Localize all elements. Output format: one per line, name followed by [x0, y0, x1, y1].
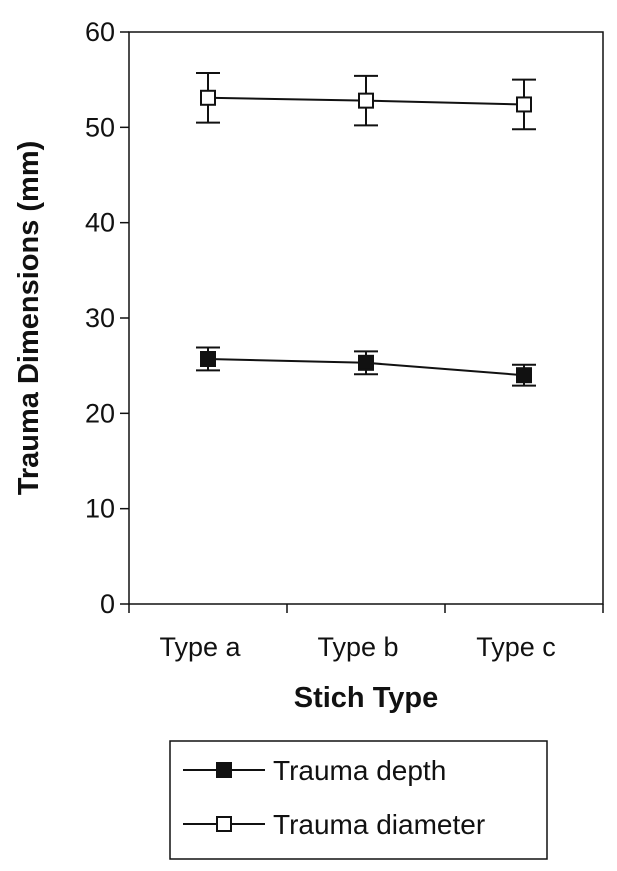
y-tick-label: 40: [85, 208, 115, 238]
data-point: [516, 96, 532, 113]
legend: Trauma depth Trauma diameter: [169, 740, 548, 860]
y-tick-label: 50: [85, 112, 115, 142]
data-point: [200, 350, 216, 367]
x-tick-label: Type a: [159, 632, 241, 662]
legend-label: Trauma depth: [273, 755, 446, 786]
legend-box: [169, 740, 548, 860]
legend-label: Trauma diameter: [273, 809, 485, 840]
series-layer: [196, 71, 536, 387]
series-trauma-diameter: [196, 71, 536, 131]
data-point: [200, 89, 216, 106]
x-tick-label: Type c: [476, 632, 556, 662]
data-point: [516, 367, 532, 384]
legend-marker: [216, 816, 232, 832]
x-axis: Type a Type b Type c: [128, 604, 604, 662]
y-tick-label: 10: [85, 494, 115, 524]
y-axis-title: Trauma Dimensions (mm): [13, 141, 45, 496]
y-tick-label: 0: [100, 589, 115, 619]
x-tick-label: Type b: [317, 632, 398, 662]
legend-marker: [216, 762, 232, 778]
y-tick-label: 20: [85, 398, 115, 428]
y-axis: 0 10 20 30 40 50 60: [85, 17, 129, 619]
data-point: [358, 92, 374, 109]
y-tick-label: 30: [85, 303, 115, 333]
data-point: [358, 354, 374, 371]
y-tick-label: 60: [85, 17, 115, 47]
x-axis-title: Stich Type: [294, 682, 439, 714]
series-trauma-depth: [196, 346, 536, 387]
legend-items: Trauma depth Trauma diameter: [183, 755, 485, 840]
